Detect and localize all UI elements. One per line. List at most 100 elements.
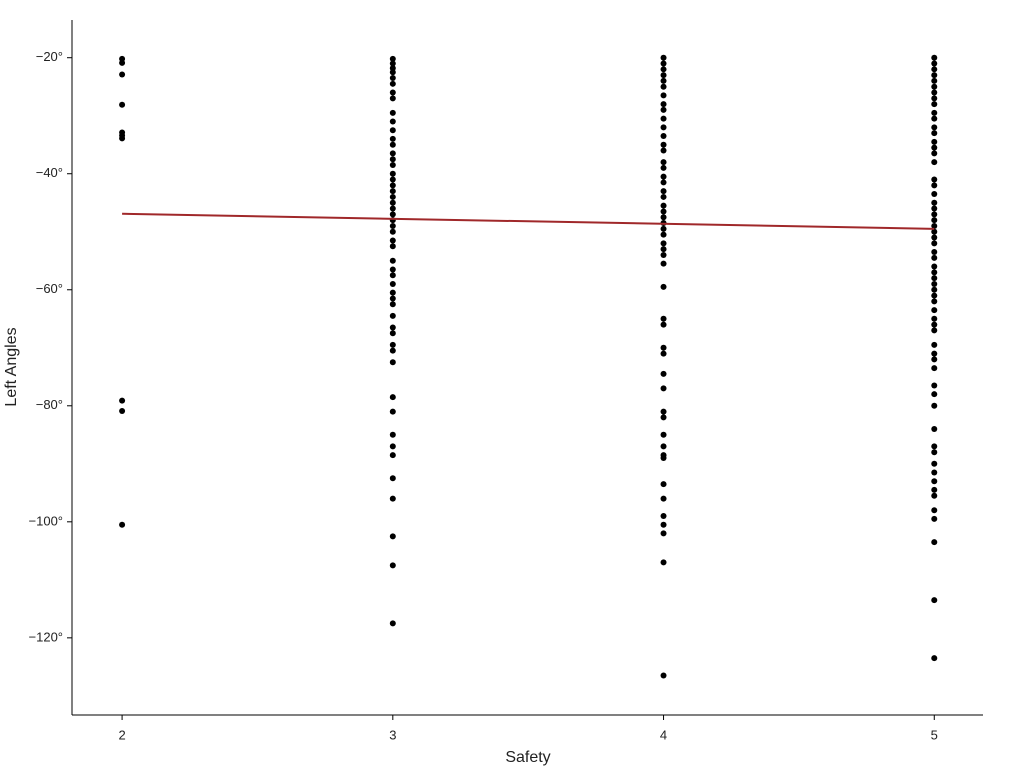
point: [389, 135, 396, 142]
point: [931, 95, 938, 102]
point: [660, 431, 667, 438]
point: [660, 481, 667, 488]
point: [660, 260, 667, 267]
point: [660, 521, 667, 528]
x-tick-label: 5: [931, 727, 938, 742]
point: [931, 176, 938, 183]
point: [389, 243, 396, 250]
point: [389, 495, 396, 502]
point: [931, 109, 938, 116]
point: [389, 118, 396, 125]
point: [931, 597, 938, 604]
point: [931, 54, 938, 61]
point: [660, 530, 667, 537]
point: [389, 222, 396, 229]
point: [389, 620, 396, 627]
point: [389, 127, 396, 134]
point: [389, 188, 396, 195]
point: [931, 77, 938, 84]
point: [660, 350, 667, 357]
point: [931, 101, 938, 108]
point: [931, 356, 938, 363]
point: [931, 307, 938, 314]
point: [931, 66, 938, 73]
point: [660, 60, 667, 67]
point: [931, 515, 938, 522]
point: [389, 533, 396, 540]
point: [119, 397, 126, 404]
point: [660, 672, 667, 679]
point: [931, 449, 938, 456]
point: [660, 83, 667, 90]
point: [389, 359, 396, 366]
point: [931, 115, 938, 122]
point: [931, 460, 938, 467]
point: [931, 150, 938, 157]
point: [931, 159, 938, 166]
point: [389, 272, 396, 279]
point: [389, 475, 396, 482]
point: [931, 443, 938, 450]
point: [660, 246, 667, 253]
point: [389, 162, 396, 169]
point: [931, 350, 938, 357]
point: [389, 156, 396, 163]
point: [389, 150, 396, 157]
point: [660, 251, 667, 258]
point: [931, 275, 938, 282]
point: [389, 55, 396, 62]
point: [389, 312, 396, 319]
point: [660, 214, 667, 221]
point: [660, 133, 667, 140]
point: [389, 80, 396, 87]
y-tick-label: −120°: [29, 629, 63, 644]
point: [389, 341, 396, 348]
point: [931, 280, 938, 287]
point: [389, 289, 396, 296]
point: [660, 101, 667, 108]
point: [660, 240, 667, 247]
point: [931, 286, 938, 293]
point: [119, 71, 126, 78]
y-tick-label: −20°: [36, 49, 63, 64]
point: [931, 228, 938, 235]
point: [931, 478, 938, 485]
x-tick-label: 2: [118, 727, 125, 742]
point: [389, 266, 396, 273]
point: [931, 199, 938, 206]
x-tick-label: 4: [660, 727, 667, 742]
point: [931, 217, 938, 224]
point: [389, 330, 396, 337]
point: [119, 521, 126, 528]
point: [389, 176, 396, 183]
point: [660, 179, 667, 186]
point: [931, 211, 938, 218]
point: [389, 109, 396, 116]
point: [660, 231, 667, 238]
point: [931, 391, 938, 398]
point: [931, 655, 938, 662]
point: [660, 54, 667, 61]
point: [389, 69, 396, 76]
point: [660, 344, 667, 351]
point: [119, 408, 126, 415]
point: [389, 562, 396, 569]
point: [660, 408, 667, 415]
point: [389, 295, 396, 302]
point: [660, 188, 667, 195]
point: [931, 492, 938, 499]
point: [931, 382, 938, 389]
point: [660, 559, 667, 566]
point: [931, 365, 938, 372]
trend-line: [122, 212, 935, 230]
point: [389, 193, 396, 200]
point: [389, 228, 396, 235]
point: [660, 414, 667, 421]
point: [389, 257, 396, 264]
point: [660, 495, 667, 502]
point: [660, 283, 667, 290]
point: [660, 455, 667, 462]
point: [389, 443, 396, 450]
point: [931, 486, 938, 493]
